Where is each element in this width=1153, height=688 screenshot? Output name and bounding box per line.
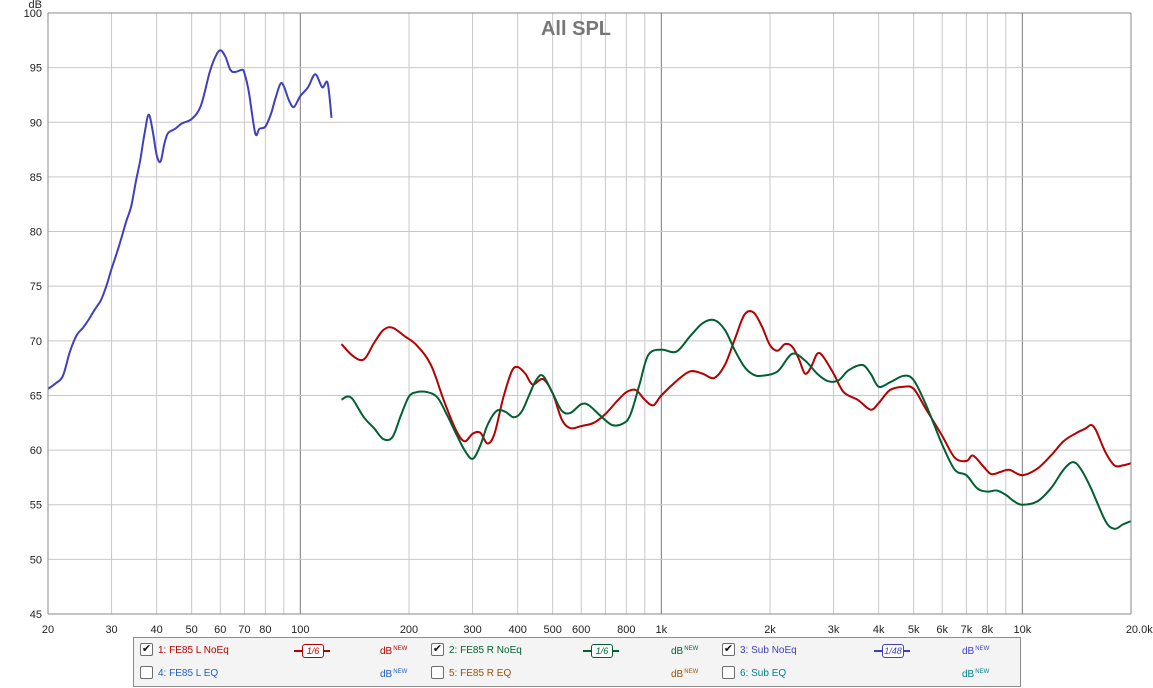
checkbox-4[interactable]	[140, 666, 153, 679]
smoothing-label-2: 1/6	[591, 644, 613, 658]
unit-text-4: dB	[380, 669, 393, 680]
unit-text-2: dB	[671, 646, 684, 657]
x-tick-label: 80	[259, 624, 271, 636]
legend-item-6[interactable]: 6: Sub EQ	[722, 662, 962, 684]
y-tick-label: 50	[30, 554, 42, 566]
checkbox-6[interactable]	[722, 666, 735, 679]
series-line-2	[340, 318, 1132, 530]
y-axis-unit-label: dB	[29, 0, 42, 11]
y-tick-label: 60	[30, 445, 42, 457]
y-tick-label: 85	[30, 172, 42, 184]
y-tick-label: 70	[30, 336, 42, 348]
x-tick-label: 7k	[961, 624, 973, 636]
y-tick-label: 75	[30, 281, 42, 293]
x-tick-label: 50	[186, 624, 198, 636]
spl-chart: 45 50 55 60 65 70 75 80 85 90 95 100 20 30 40 50 60 70 80 1…	[24, 0, 1153, 636]
smoothing-label-3: 1/48	[882, 644, 904, 658]
x-tick-label: 400	[508, 624, 526, 636]
smoothing-control-1[interactable]: 1/6	[294, 644, 330, 658]
x-tick-label: 40	[151, 624, 163, 636]
y-tick-label: 90	[30, 117, 42, 129]
x-tick-label: 6k	[936, 624, 948, 636]
y-tick-label: 55	[30, 500, 42, 512]
checkbox-5[interactable]	[431, 666, 444, 679]
series-layer	[47, 49, 1132, 530]
x-tick-label: 8k	[982, 624, 994, 636]
smoothing-label-1: 1/6	[302, 644, 324, 658]
y-tick-label: 100	[24, 8, 42, 20]
x-tick-label: 200	[400, 624, 418, 636]
y-tick-label: 45	[30, 609, 42, 621]
series-line-3	[47, 49, 333, 390]
legend-label-4: 4: FE85 L EQ	[158, 668, 219, 679]
legend-label-1: 1: FE85 L NoEq	[158, 645, 229, 656]
checkbox-3[interactable]: ✔	[722, 643, 735, 656]
unit-text-1: dB	[380, 646, 393, 657]
x-tick-label: 3k	[828, 624, 840, 636]
legend-label-3: 3: Sub NoEq	[740, 645, 797, 656]
series-line-1	[340, 310, 1132, 477]
legend-item-5[interactable]: 5: FE85 R EQ	[431, 662, 671, 684]
unit-text-3: dB	[962, 646, 975, 657]
checkbox-1[interactable]: ✔	[140, 643, 153, 656]
x-tick-label: 60	[214, 624, 226, 636]
x-tick-label: 500	[543, 624, 561, 636]
plot-area	[48, 13, 1131, 614]
unit-button-4[interactable]: dBNEW	[380, 669, 407, 680]
x-tick-label: 800	[617, 624, 635, 636]
legend-item-4[interactable]: 4: FE85 L EQ	[140, 662, 380, 684]
unit-text-5: dB	[671, 669, 684, 680]
unit-button-6[interactable]: dBNEW	[962, 669, 989, 680]
x-tick-label: 300	[463, 624, 481, 636]
x-tick-label: 20	[42, 624, 54, 636]
y-tick-label: 65	[30, 390, 42, 402]
unit-sup-4: NEW	[393, 669, 408, 675]
x-tick-label: 70	[238, 624, 250, 636]
y-tick-label: 80	[30, 227, 42, 239]
x-tick-label: 600	[572, 624, 590, 636]
x-tick-label: 2k	[764, 624, 776, 636]
y-tick-label: 95	[30, 63, 42, 75]
unit-sup-1: NEW	[393, 646, 408, 652]
x-tick-label: 1k	[656, 624, 668, 636]
legend-label-6: 6: Sub EQ	[740, 668, 787, 679]
unit-button-3[interactable]: dBNEW	[962, 646, 989, 657]
smoothing-control-2[interactable]: 1/6	[583, 644, 619, 658]
x-tick-label: 100	[291, 624, 309, 636]
legend-item-2[interactable]: ✔ 2: FE85 R NoEq	[431, 639, 671, 661]
x-tick-label: 30	[105, 624, 117, 636]
legend-row-2: 4: FE85 L EQ dBNEW 5: FE85 R EQ dBNEW 6:…	[134, 662, 1020, 684]
legend-label-5: 5: FE85 R EQ	[449, 668, 512, 679]
unit-sup-2: NEW	[684, 646, 699, 652]
legend-label-2: 2: FE85 R NoEq	[449, 645, 522, 656]
chart-title: All SPL	[541, 18, 611, 40]
x-tick-label: 10k	[1013, 624, 1031, 636]
legend-panel: ✔ 1: FE85 L NoEq 1/6 dBNEW ✔ 2: FE85 R N…	[133, 637, 1021, 687]
x-tick-label: 4k	[873, 624, 885, 636]
x-tick-label: 20.0kHz	[1126, 624, 1153, 636]
legend-item-3[interactable]: ✔ 3: Sub NoEq	[722, 639, 962, 661]
axes: 45 50 55 60 65 70 75 80 85 90 95 100 20 30 40 50 60 70 80 1…	[24, 8, 1153, 636]
x-tick-label: 5k	[908, 624, 920, 636]
unit-text-6: dB	[962, 669, 975, 680]
grid	[47, 12, 1132, 615]
unit-sup-6: NEW	[975, 669, 990, 675]
smoothing-control-3[interactable]: 1/48	[874, 644, 910, 658]
unit-button-1[interactable]: dBNEW	[380, 646, 407, 657]
unit-button-5[interactable]: dBNEW	[671, 669, 698, 680]
legend-row-1: ✔ 1: FE85 L NoEq 1/6 dBNEW ✔ 2: FE85 R N…	[134, 639, 1020, 661]
unit-sup-3: NEW	[975, 646, 990, 652]
unit-button-2[interactable]: dBNEW	[671, 646, 698, 657]
unit-sup-5: NEW	[684, 669, 699, 675]
checkbox-2[interactable]: ✔	[431, 643, 444, 656]
legend-item-1[interactable]: ✔ 1: FE85 L NoEq	[140, 639, 380, 661]
